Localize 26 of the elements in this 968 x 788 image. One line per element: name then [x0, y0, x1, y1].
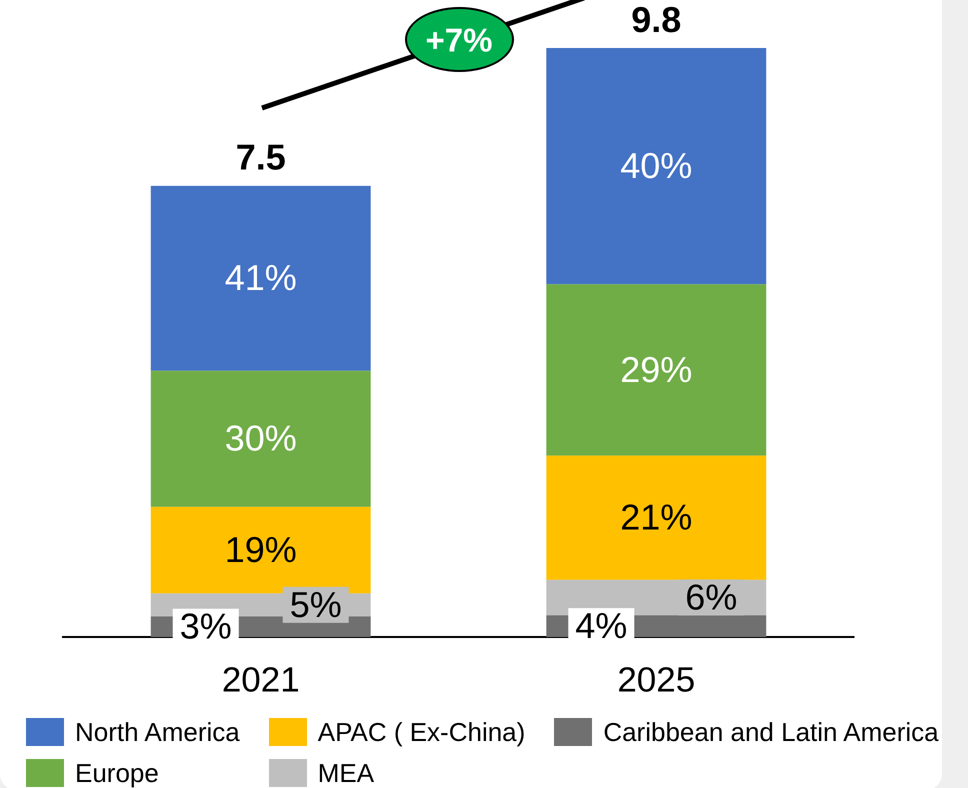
bar	[150, 370, 371, 507]
annotation: 4%	[575, 605, 628, 646]
bar	[546, 284, 766, 456]
text: 9.8	[631, 0, 682, 40]
bar	[150, 186, 371, 371]
annotation: 3%	[180, 606, 232, 647]
annotation: 29%	[620, 348, 692, 390]
annotation: 5%	[290, 584, 342, 625]
legend-label: North America	[75, 717, 240, 747]
legend-label: APAC ( Ex-China)	[318, 717, 526, 747]
x-tick-label: 2025	[617, 660, 696, 700]
legend-label: MEA	[318, 758, 374, 788]
annotation: 40%	[620, 145, 692, 186]
x-tick-label: 2021	[222, 660, 300, 700]
annotation: 19%	[224, 529, 297, 570]
annotation: 41%	[224, 257, 297, 298]
annotation: 21%	[620, 496, 692, 538]
legend-label: Caribbean and Latin America	[603, 717, 939, 747]
bar	[546, 456, 766, 580]
annotation: +7%	[426, 22, 492, 58]
annotation: 7.5	[236, 136, 286, 178]
annotation: 6%	[685, 576, 738, 618]
annotation: 30%	[224, 418, 297, 459]
bar	[546, 48, 766, 284]
bar	[150, 506, 371, 594]
legend-label: Europe	[75, 758, 159, 788]
